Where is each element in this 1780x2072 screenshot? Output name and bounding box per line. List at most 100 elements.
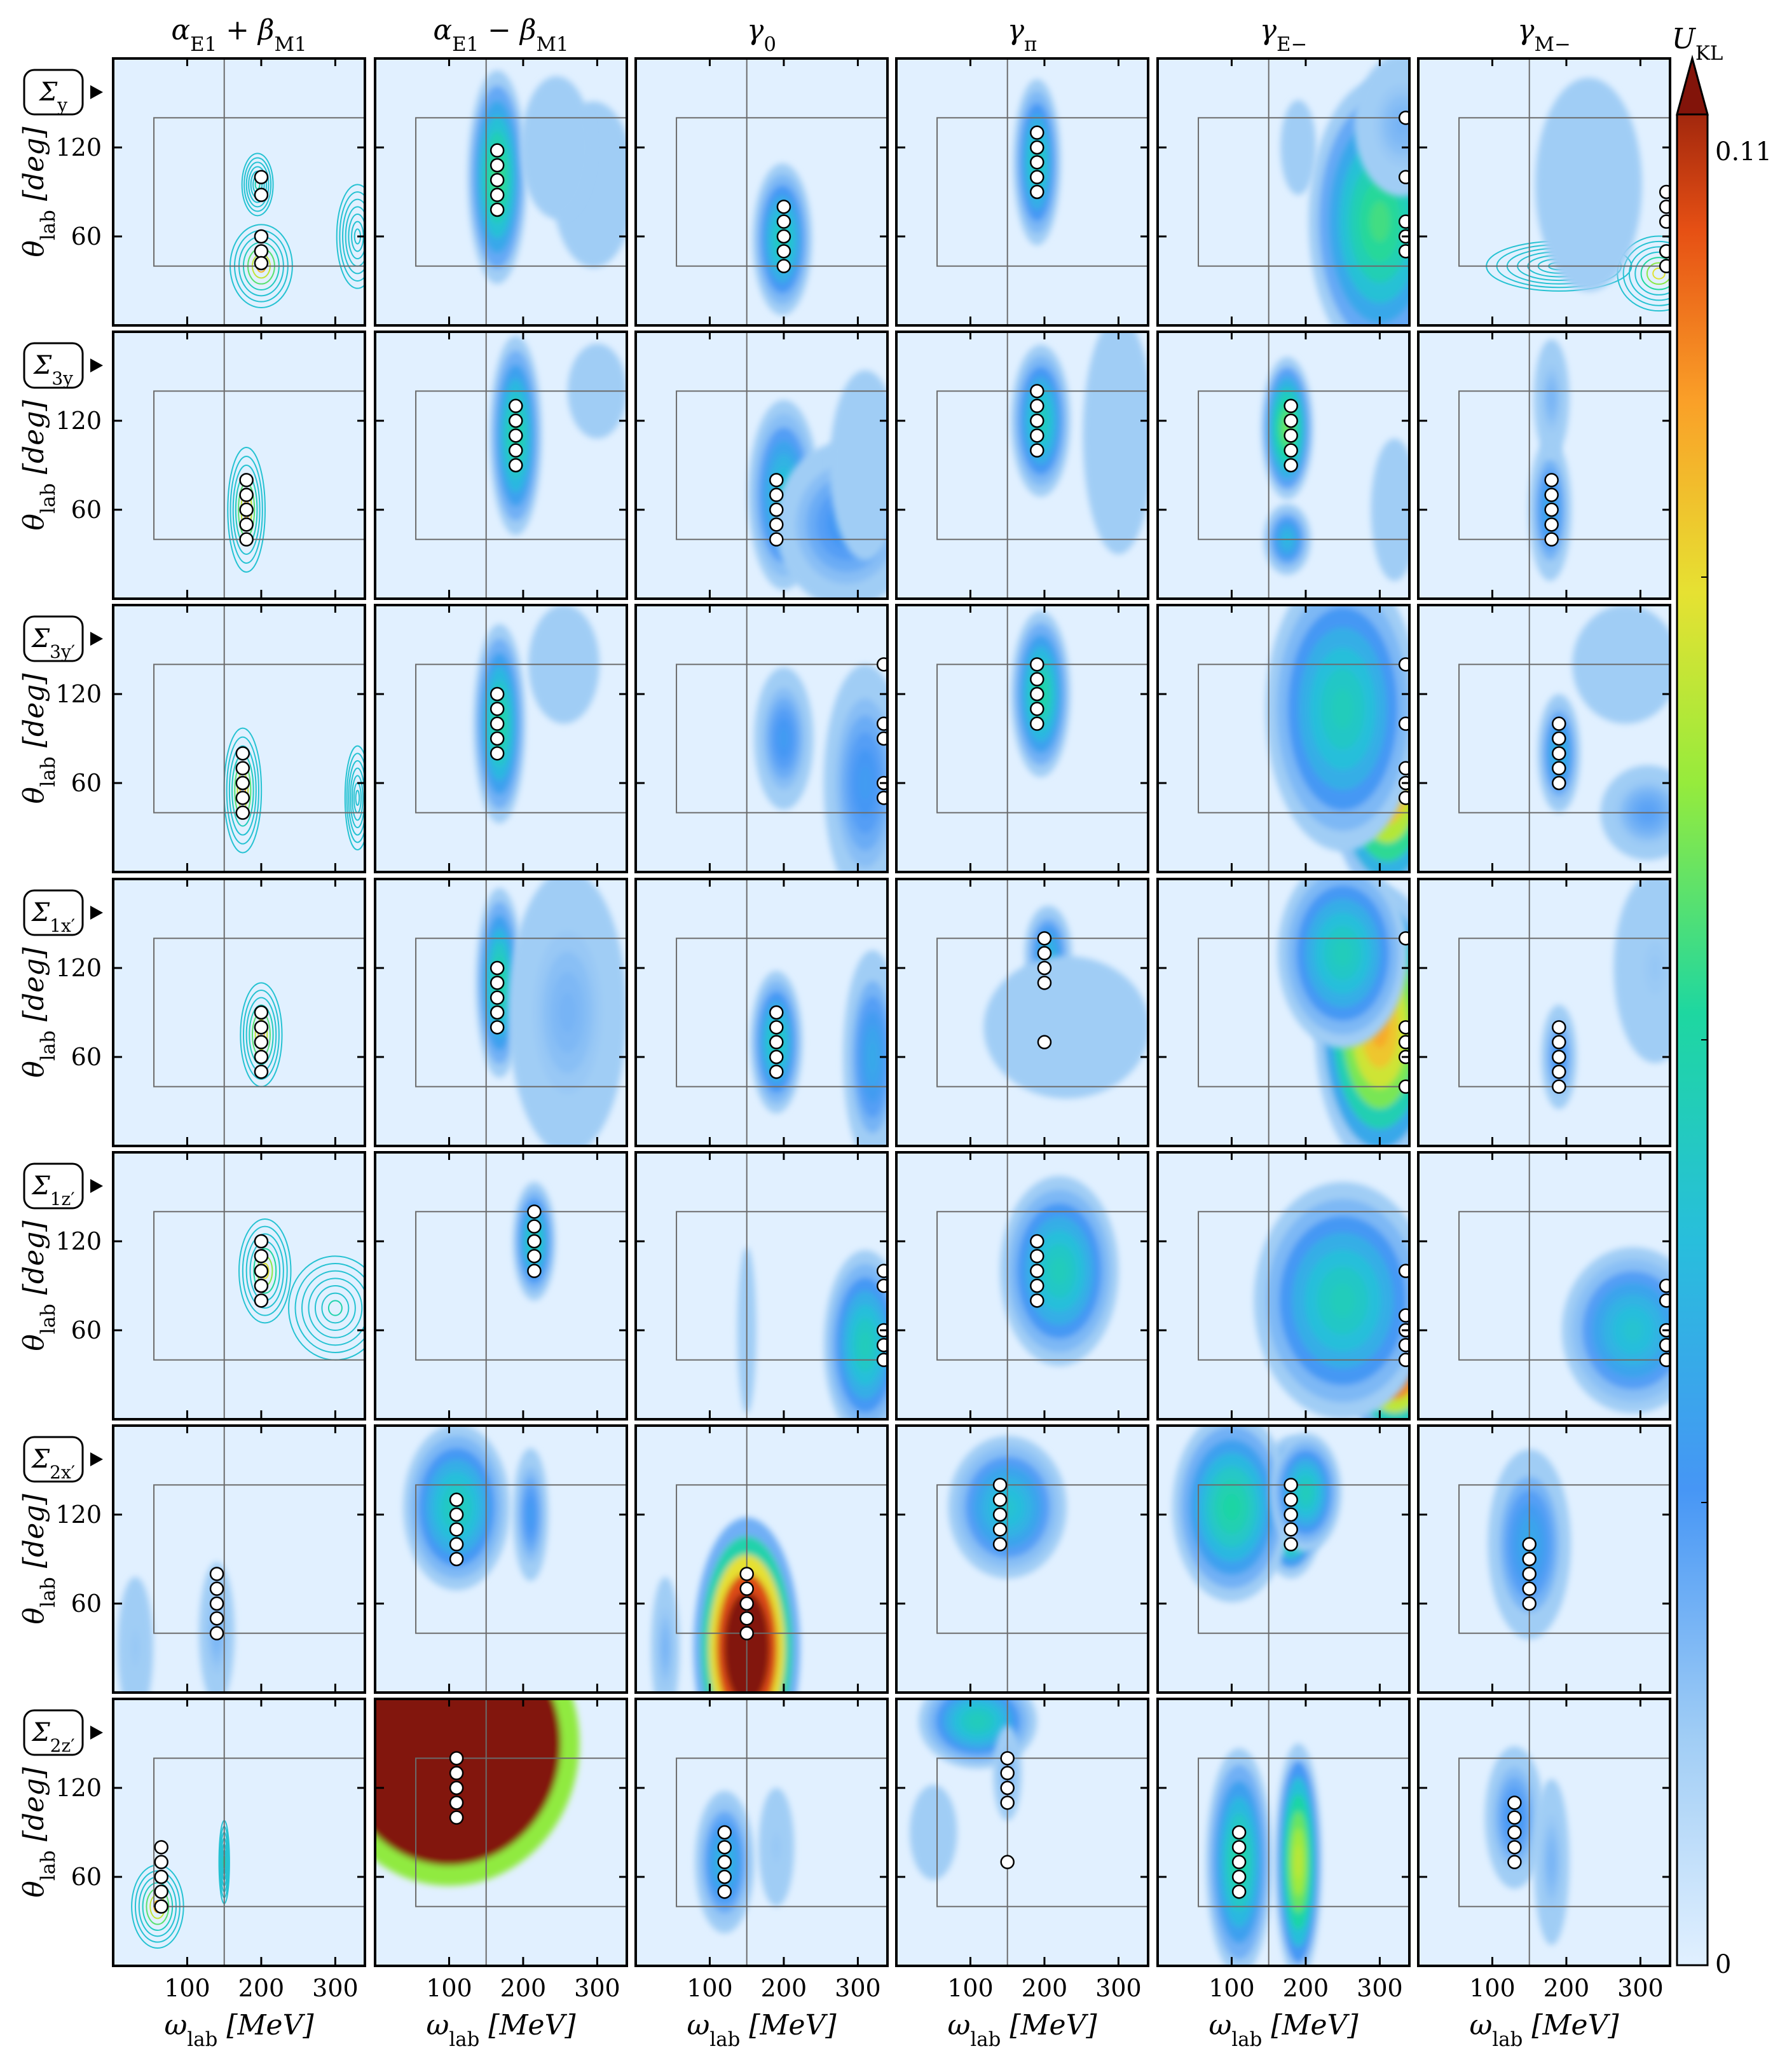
y-tick-label: 60 <box>71 769 102 797</box>
data-marker <box>1030 1249 1044 1264</box>
data-marker <box>449 1507 464 1522</box>
data-marker <box>769 532 784 547</box>
data-marker <box>154 1855 168 1869</box>
density-blob <box>1277 879 1408 1048</box>
panel-frame <box>1156 57 1411 327</box>
y-axis-label: θlab [deg] <box>18 1494 60 1625</box>
data-marker <box>254 170 269 184</box>
data-marker <box>254 1249 269 1264</box>
panel-frame <box>895 57 1149 327</box>
heatmap-panel <box>895 57 1149 327</box>
heatmap-panel <box>1417 331 1671 600</box>
row-badge <box>23 889 84 936</box>
data-marker <box>154 1899 168 1914</box>
y-tick-label: 120 <box>55 1774 102 1802</box>
panel-frame <box>895 1698 1149 1967</box>
data-marker <box>717 1825 732 1840</box>
x-tick-label: 300 <box>835 1974 881 2002</box>
reference-box <box>1198 1484 1409 1634</box>
data-marker <box>235 746 250 761</box>
data-marker <box>1284 443 1298 458</box>
density-blob <box>830 370 887 561</box>
data-marker <box>1552 775 1566 791</box>
panel-frame <box>1156 878 1411 1147</box>
x-axis-label: ωlab [MeV] <box>426 2009 576 2051</box>
data-marker <box>209 1596 224 1611</box>
heatmap-panel <box>895 604 1149 873</box>
reference-box <box>676 1484 887 1634</box>
reference-box <box>676 664 887 814</box>
heatmap-panel: 100 200 300 ωlab [MeV] <box>374 1698 628 2051</box>
reference-box <box>676 937 887 1087</box>
density-blob <box>1371 439 1409 581</box>
density-blob <box>521 76 592 219</box>
data-marker <box>1552 1065 1566 1079</box>
data-marker <box>209 1626 224 1640</box>
data-marker <box>154 1840 168 1855</box>
row-label: Σ1z′ <box>31 1171 74 1210</box>
data-marker <box>254 1065 269 1079</box>
data-marker <box>1552 716 1566 731</box>
heatmap-panel <box>634 1151 889 1421</box>
data-marker <box>254 1049 269 1065</box>
reference-box <box>1198 1757 1409 1907</box>
column-title: γE− <box>1260 14 1308 56</box>
panel-frame <box>1417 1151 1671 1421</box>
data-marker <box>489 202 505 217</box>
data-marker <box>1030 384 1044 399</box>
data-marker <box>992 1507 1008 1522</box>
reference-box <box>1198 117 1409 267</box>
x-tick-label: 200 <box>1544 1974 1590 2002</box>
panel-frame <box>634 331 889 600</box>
panel-frame <box>112 331 366 600</box>
panel-frame <box>112 1151 366 1421</box>
data-marker <box>769 502 784 517</box>
heatmap-panel <box>1156 878 1411 1147</box>
density-blob <box>758 1788 795 1907</box>
data-marker <box>1030 1293 1044 1308</box>
y-tick-label: 120 <box>55 1501 102 1529</box>
data-marker <box>1398 657 1409 672</box>
data-marker <box>1552 761 1566 775</box>
density-blob <box>823 664 887 872</box>
data-marker <box>235 761 250 775</box>
density-blob <box>508 879 627 1146</box>
heatmap-panel <box>1417 878 1671 1147</box>
x-axis-label: ωlab [MeV] <box>1469 2009 1619 2051</box>
data-marker <box>154 1869 168 1885</box>
data-marker <box>1398 1079 1409 1094</box>
heatmap-panel <box>374 331 628 600</box>
y-axis-label: θlab [deg] <box>18 947 60 1078</box>
data-marker <box>254 229 269 244</box>
colorbar <box>1676 55 1709 1966</box>
heatmap-panel <box>1156 1151 1411 1421</box>
reference-box <box>153 390 365 540</box>
row-arrow-icon <box>90 358 103 372</box>
data-marker <box>235 805 250 820</box>
data-marker <box>1037 1035 1052 1049</box>
panel-frame <box>374 1698 628 1967</box>
data-marker <box>449 1766 464 1780</box>
data-marker <box>1231 1855 1247 1869</box>
data-marker <box>209 1611 224 1626</box>
data-marker <box>1398 1308 1409 1323</box>
data-marker <box>489 976 505 990</box>
data-marker <box>1659 1278 1670 1293</box>
x-tick-label: 100 <box>164 1974 210 2002</box>
heatmap-panel <box>1156 1424 1411 1694</box>
y-tick-label: 60 <box>71 222 102 250</box>
data-marker <box>1030 170 1044 184</box>
data-marker <box>1037 960 1052 976</box>
x-tick-label: 100 <box>687 1974 733 2002</box>
data-marker <box>254 1234 269 1249</box>
heatmap-panel <box>1417 1424 1671 1694</box>
density-blob <box>754 667 814 810</box>
data-marker <box>1030 702 1044 716</box>
data-marker <box>1030 443 1044 458</box>
data-marker <box>1000 1751 1015 1766</box>
